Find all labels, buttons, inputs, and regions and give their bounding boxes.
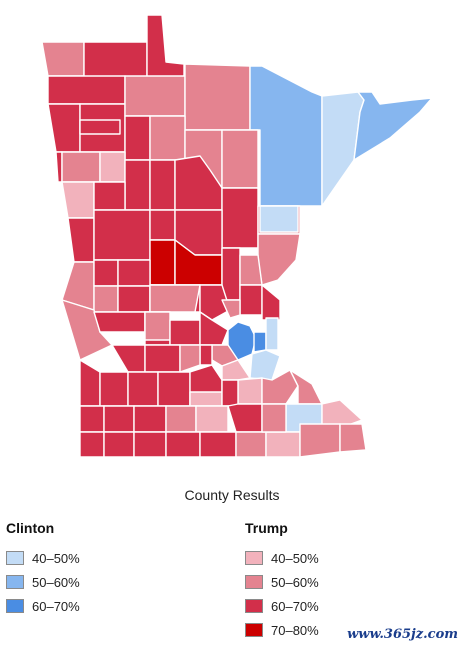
county [227, 403, 263, 433]
legend-trump: Trump 40–50% 50–60% 60–70% 70–80% [245, 520, 319, 642]
county [339, 423, 367, 453]
county [259, 205, 299, 233]
county [257, 233, 301, 286]
county [79, 405, 105, 433]
legend-clinton: Clinton 40–50% 50–60% 60–70% [6, 520, 80, 618]
county [221, 379, 239, 407]
legend-item: 50–60% [245, 570, 319, 594]
county [103, 431, 135, 458]
county [83, 41, 148, 79]
county [124, 159, 151, 211]
county [179, 344, 201, 373]
legend-label: 40–50% [271, 550, 319, 566]
legend-label: 60–70% [271, 598, 319, 614]
county [41, 41, 85, 77]
county [99, 151, 126, 183]
legend-swatch [245, 599, 263, 613]
county [144, 311, 171, 341]
legend-swatch [245, 551, 263, 565]
county [55, 151, 63, 183]
legend-swatch [245, 623, 263, 637]
county [61, 299, 113, 361]
county [47, 103, 81, 153]
county [67, 217, 95, 263]
county [235, 431, 267, 458]
county [199, 311, 229, 346]
minnesota-county-map [41, 14, 433, 458]
county [253, 331, 267, 353]
county [117, 259, 151, 287]
legend-item: 40–50% [245, 546, 319, 570]
county [239, 254, 263, 286]
county [149, 115, 186, 161]
county [165, 405, 197, 433]
county [61, 181, 95, 219]
county [221, 129, 259, 189]
watermark: www.365jz.com [347, 627, 458, 642]
legend-item: 60–70% [6, 594, 80, 618]
county [237, 377, 263, 405]
county [103, 405, 135, 433]
county [124, 75, 186, 117]
county [165, 431, 201, 458]
legend-swatch [6, 551, 24, 565]
county [93, 181, 126, 211]
legend-item: 40–50% [6, 546, 80, 570]
county [239, 284, 263, 316]
county [195, 405, 229, 433]
county [169, 319, 201, 346]
county [79, 359, 101, 407]
county [149, 284, 201, 313]
county [249, 65, 323, 207]
county [299, 423, 341, 458]
county [61, 151, 101, 183]
county [93, 209, 151, 261]
county [221, 187, 259, 249]
legend-heading-trump: Trump [245, 520, 288, 536]
county [133, 405, 167, 433]
legend-swatch [245, 575, 263, 589]
legend-item: 70–80% [245, 618, 319, 642]
county [221, 299, 241, 319]
county [199, 344, 213, 366]
legend-label: 60–70% [32, 598, 80, 614]
county [353, 91, 433, 161]
legend-label: 70–80% [271, 622, 319, 638]
county [144, 344, 181, 373]
county [249, 349, 281, 381]
county [261, 284, 281, 321]
county [93, 259, 119, 287]
county [265, 431, 301, 458]
county [184, 63, 251, 131]
county [189, 391, 223, 407]
legend-label: 40–50% [32, 550, 80, 566]
legend-label: 50–60% [271, 574, 319, 590]
county [149, 239, 176, 286]
county [265, 317, 279, 351]
county [149, 159, 176, 211]
legend-swatch [6, 575, 24, 589]
county [79, 119, 121, 135]
legend-swatch [6, 599, 24, 613]
county [47, 75, 126, 105]
county [199, 284, 231, 321]
legend-item: 60–70% [245, 594, 319, 618]
county [117, 285, 151, 313]
county [261, 403, 287, 433]
county [149, 209, 176, 241]
legend-label: 50–60% [32, 574, 80, 590]
legend-heading-clinton: Clinton [6, 520, 55, 536]
county [93, 311, 146, 333]
county [99, 371, 129, 407]
county [199, 431, 237, 458]
county [124, 115, 151, 161]
map-title: County Results [184, 487, 280, 503]
county [127, 371, 159, 407]
county [93, 285, 119, 313]
county [79, 431, 105, 458]
county [111, 344, 146, 373]
county [133, 431, 167, 458]
county [157, 371, 191, 407]
legend-item: 50–60% [6, 570, 80, 594]
